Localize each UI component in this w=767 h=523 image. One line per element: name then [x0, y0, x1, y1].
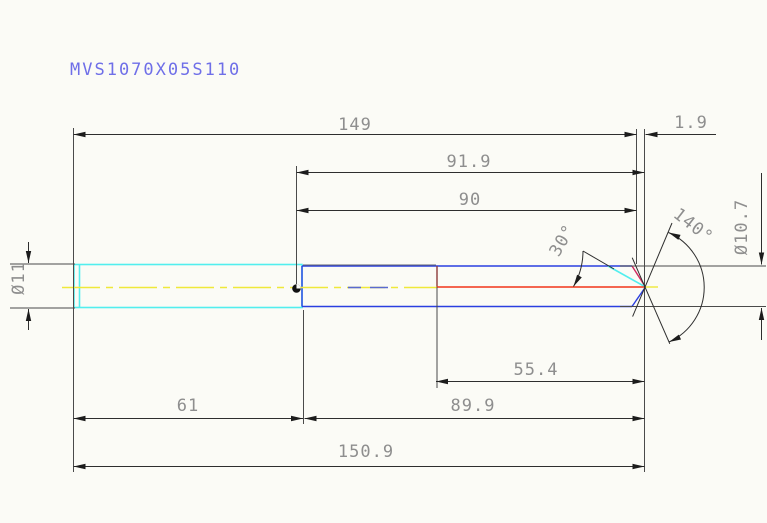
tool-geometry — [62, 263, 658, 309]
angular-dimensions: 30° 140° — [546, 204, 717, 345]
dim-arc-point-angle — [668, 232, 705, 343]
dim-text-point-angle: 140° — [669, 204, 717, 247]
dim-ray-point-angle-lower — [631, 257, 671, 345]
dim-text-flute-length-to-tip: 91.9 — [447, 152, 492, 172]
dim-ray-point-angle-upper — [632, 222, 673, 317]
extension-lines — [10, 128, 766, 472]
dim-text-edge-angle: 30° — [546, 221, 580, 260]
dim-text-tip-offset: 1.9 — [674, 113, 708, 133]
tip-flute-edge-cyan — [607, 265, 646, 288]
shank-outline — [73, 263, 303, 309]
flute-start-point-quadrant — [296, 284, 301, 289]
dim-text-body-length: 89.9 — [451, 396, 496, 416]
diameter-dimensions: Ø11 Ø10.7 — [9, 173, 765, 340]
dim-arc-edge-angle — [573, 250, 584, 287]
dim-ext-edge-angle — [582, 250, 615, 270]
linear-dimensions: 149 1.9 91.9 90 55.4 61 89.9 150.9 — [73, 113, 716, 470]
dim-text-body-diameter: Ø10.7 — [732, 199, 752, 255]
dim-text-shank-diameter: Ø11 — [9, 261, 29, 295]
dim-text-front-section-length: 55.4 — [514, 360, 559, 380]
dim-text-total-length: 150.9 — [338, 442, 394, 462]
dim-text-shank-length: 61 — [177, 396, 199, 416]
dim-text-overall-length: 149 — [338, 115, 372, 135]
drawing-title: MVS1070X05S110 — [70, 60, 241, 80]
dim-text-flute-length: 90 — [459, 190, 481, 210]
